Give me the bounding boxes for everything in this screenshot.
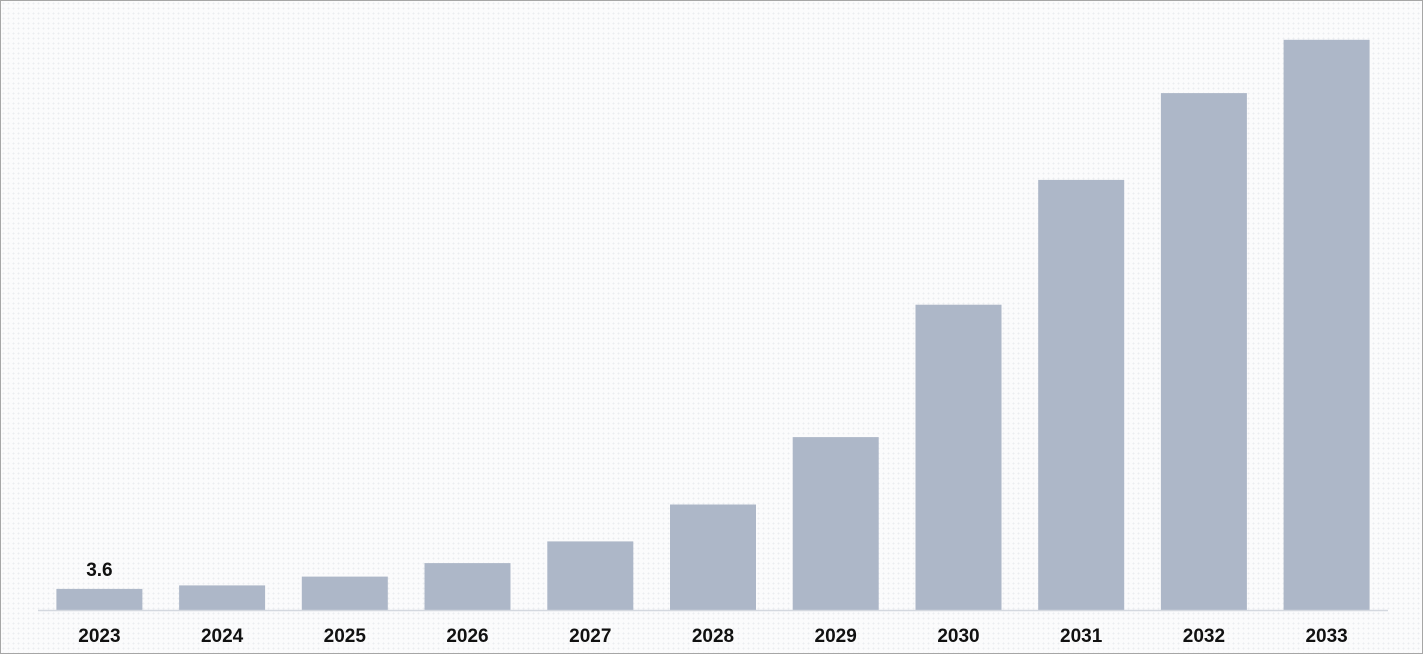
x-tick-label-2031: 2031 bbox=[1060, 626, 1103, 647]
x-tick-label-2026: 2026 bbox=[446, 626, 488, 647]
bar-2032 bbox=[1160, 93, 1247, 611]
data-label-2023: 3.6 bbox=[86, 560, 112, 581]
x-tick-label-2025: 2025 bbox=[324, 626, 367, 647]
bar-2029 bbox=[792, 437, 879, 610]
bar-2027 bbox=[547, 541, 634, 610]
bar-2024 bbox=[179, 585, 266, 610]
bar-2031 bbox=[1038, 179, 1125, 610]
bar-2030 bbox=[915, 304, 1002, 610]
x-tick-label-2033: 2033 bbox=[1305, 626, 1347, 647]
bar-2025 bbox=[301, 576, 388, 610]
x-tick-label-2030: 2030 bbox=[937, 626, 979, 647]
x-tick-label-2032: 2032 bbox=[1183, 626, 1225, 647]
x-tick-label-2029: 2029 bbox=[815, 626, 857, 647]
x-tick-label-2028: 2028 bbox=[692, 626, 734, 647]
data-labels: 3.6 bbox=[86, 560, 112, 581]
x-tick-label-2024: 2024 bbox=[201, 626, 244, 647]
bar-2033 bbox=[1283, 39, 1370, 611]
x-tick-label-2023: 2023 bbox=[78, 626, 120, 647]
bar-2023 bbox=[56, 588, 143, 610]
bars-group bbox=[56, 39, 1370, 611]
bar-2028 bbox=[670, 504, 756, 610]
bar-2026 bbox=[424, 563, 511, 610]
x-tick-labels: 2023 2024 2025 2026 2027 2028 2029 2030 2031 2032… bbox=[78, 626, 1347, 647]
x-tick-label-2027: 2027 bbox=[569, 626, 611, 647]
